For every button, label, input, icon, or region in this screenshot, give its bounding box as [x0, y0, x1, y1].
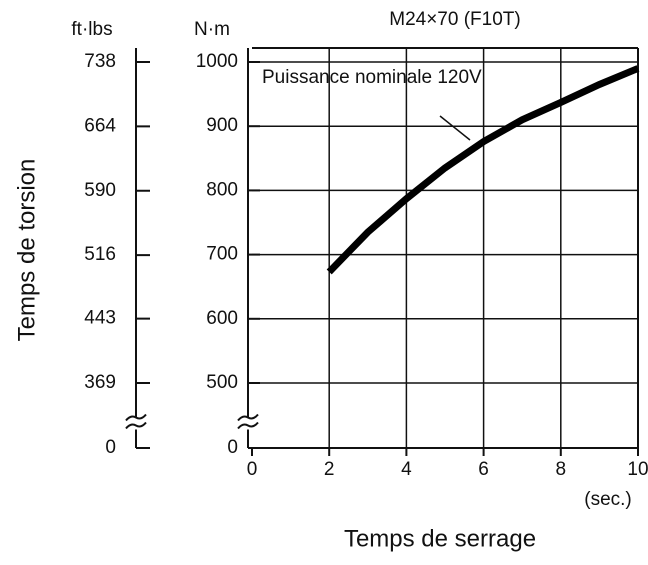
axis-break [125, 413, 147, 430]
x-tick-label: 2 [324, 459, 335, 480]
y2-tick-label: 443 [84, 308, 116, 329]
y-tick-label: 0 [227, 437, 238, 458]
annotation-leader [439, 115, 471, 141]
y2-tick-label: 738 [84, 51, 116, 72]
y-tick-label: 600 [206, 308, 238, 329]
x-axis-label: Temps de serrage [344, 525, 536, 552]
y2-tick-label: 516 [84, 244, 116, 265]
y2-tick-label: 590 [84, 180, 116, 201]
y-tick-label: 700 [206, 244, 238, 265]
y2-tick-label: 369 [84, 372, 116, 393]
axis-break [237, 413, 259, 430]
y2-tick-label: 664 [84, 115, 116, 136]
y-tick-label: 900 [206, 115, 238, 136]
x-tick-label: 6 [478, 459, 489, 480]
y-axis-label: Temps de torsion [13, 159, 40, 342]
y2-unit: ft·lbs [71, 19, 112, 40]
x-tick-label: 10 [627, 459, 648, 480]
y-tick-label: 1000 [196, 51, 238, 72]
y-unit: N·m [194, 19, 230, 40]
y2-tick-label: 0 [105, 437, 116, 458]
chart-title: M24×70 (F10T) [389, 9, 520, 30]
x-unit: (sec.) [584, 489, 632, 510]
data-line [326, 65, 640, 275]
y-tick-label: 500 [206, 372, 238, 393]
y-tick-label: 800 [206, 179, 238, 200]
x-tick-label: 4 [401, 459, 412, 480]
x-tick-label: 0 [247, 459, 258, 480]
annotation: Puissance nominale 120V [262, 67, 482, 88]
x-tick-label: 8 [556, 459, 567, 480]
